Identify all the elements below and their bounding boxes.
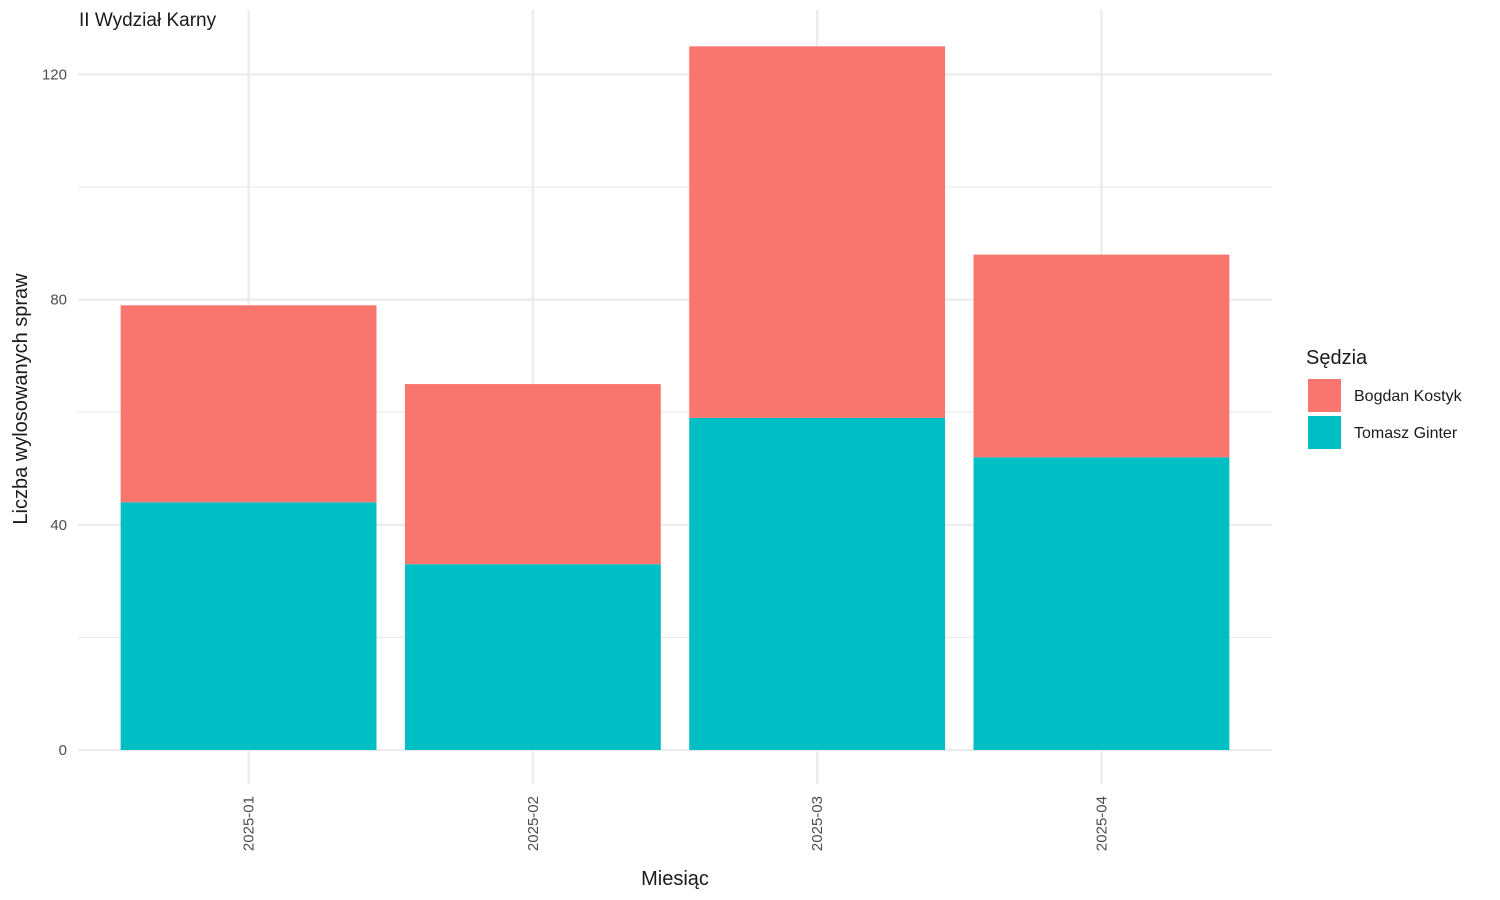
bar-tomasz-ginter-2025-04 [973, 457, 1230, 750]
axes: 0 40 80 120 2025-01 2025-02 2025-03 2025-04 [42, 67, 1110, 852]
bar-bogdan-kostyk-2025-03 [689, 46, 946, 418]
y-tick-label: 80 [50, 292, 67, 309]
x-tick-label: 2025-04 [1093, 796, 1110, 851]
legend-label: Bogdan Kostyk [1354, 388, 1463, 405]
bar-bogdan-kostyk-2025-02 [404, 384, 661, 565]
y-axis-title: Liczba wylosowanych spraw [10, 273, 32, 525]
x-axis-title: Miesiąc [641, 868, 709, 890]
chart-title: II Wydział Karny [79, 10, 217, 31]
bar-tomasz-ginter-2025-01 [120, 502, 377, 750]
legend-swatch [1308, 379, 1341, 412]
y-tick-label: 120 [42, 67, 67, 84]
x-tick-label: 2025-01 [241, 796, 258, 851]
legend-items: Bogdan Kostyk Tomasz Ginter [1308, 379, 1463, 449]
x-tick-label: 2025-03 [809, 796, 826, 851]
x-tick-label: 2025-02 [525, 796, 542, 851]
legend-swatch [1308, 416, 1341, 449]
bar-tomasz-ginter-2025-03 [689, 417, 946, 750]
bars [120, 46, 1230, 750]
legend: Sędzia Bogdan Kostyk Tomasz Ginter [1306, 347, 1463, 449]
y-tick-label: 0 [59, 742, 67, 759]
bar-bogdan-kostyk-2025-04 [973, 254, 1230, 458]
bar-tomasz-ginter-2025-02 [404, 564, 661, 750]
bar-bogdan-kostyk-2025-01 [120, 305, 377, 503]
y-tick-label: 40 [50, 517, 67, 534]
legend-title: Sędzia [1306, 347, 1368, 369]
legend-label: Tomasz Ginter [1354, 425, 1458, 442]
